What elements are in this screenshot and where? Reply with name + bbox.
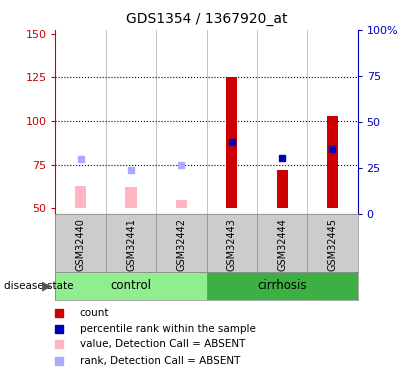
Bar — [277, 170, 288, 208]
Text: value, Detection Call = ABSENT: value, Detection Call = ABSENT — [80, 339, 245, 349]
Text: GSM32442: GSM32442 — [176, 218, 186, 272]
Bar — [327, 116, 338, 208]
Text: disease state: disease state — [4, 281, 74, 291]
Text: rank, Detection Call = ABSENT: rank, Detection Call = ABSENT — [80, 356, 240, 366]
Bar — [55, 272, 206, 300]
Text: GSM32444: GSM32444 — [277, 218, 287, 271]
Bar — [206, 272, 358, 300]
Text: count: count — [80, 308, 109, 318]
Bar — [226, 77, 237, 209]
Text: GSM32441: GSM32441 — [126, 218, 136, 271]
Text: cirrhosis: cirrhosis — [257, 279, 307, 292]
Text: ▶: ▶ — [42, 279, 52, 292]
Text: GSM32440: GSM32440 — [76, 218, 85, 271]
Bar — [75, 186, 86, 209]
Text: percentile rank within the sample: percentile rank within the sample — [80, 324, 256, 333]
Text: control: control — [111, 279, 152, 292]
Bar — [176, 200, 187, 208]
Title: GDS1354 / 1367920_at: GDS1354 / 1367920_at — [126, 12, 287, 26]
Text: GSM32445: GSM32445 — [328, 218, 337, 272]
Text: GSM32443: GSM32443 — [227, 218, 237, 271]
Bar — [125, 188, 136, 209]
